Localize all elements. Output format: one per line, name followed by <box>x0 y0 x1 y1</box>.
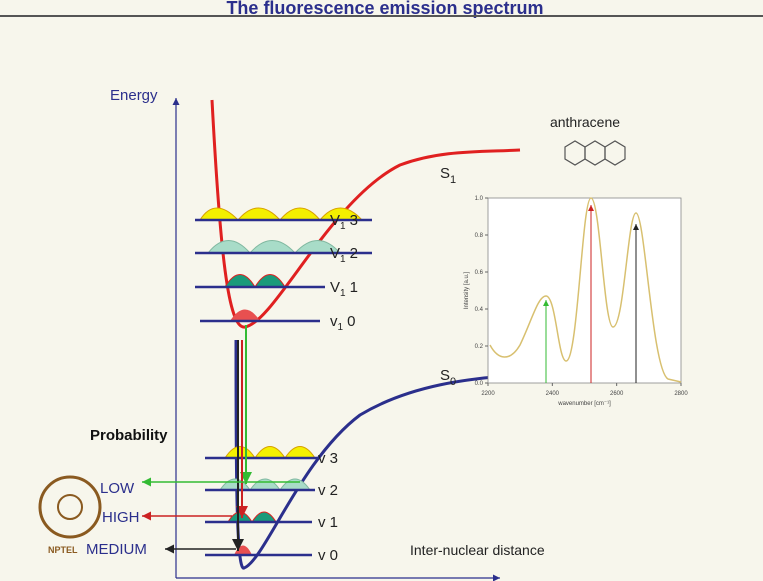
logo <box>38 475 102 539</box>
spectrum-curve <box>489 197 682 383</box>
probability-heading: Probability <box>90 427 168 444</box>
excited-level-label: v1 0 <box>330 313 355 333</box>
x-tick-label: 2600 <box>610 391 624 397</box>
ground-state-label: S0 <box>440 367 456 388</box>
ground-level-label: v 0 <box>318 547 338 564</box>
energy-label: Energy <box>110 87 158 104</box>
x-tick-label: 2800 <box>674 391 688 397</box>
x-tick-label: 2200 <box>481 391 495 397</box>
excited-level-label: V1 1 <box>330 279 358 299</box>
y-tick-label: 0.8 <box>475 233 484 239</box>
y-tick-label: 0.4 <box>475 307 484 313</box>
ground-level-label: v 3 <box>318 450 338 467</box>
x-axis-label: wavenumber [cm⁻¹] <box>557 401 611 407</box>
probability-label: HIGH <box>102 509 140 526</box>
molecule-name: anthracene <box>550 114 620 130</box>
ground-level-label: v 1 <box>318 514 338 531</box>
ground-level-label: v 2 <box>318 482 338 499</box>
probability-label: LOW <box>100 480 135 497</box>
y-tick-label: 1.0 <box>475 196 484 202</box>
logo-text: NPTEL <box>48 545 78 555</box>
y-tick-label: 0.2 <box>475 344 484 350</box>
y-axis-label: Intensity [a.u.] <box>464 271 470 309</box>
excited-state-label: S1 <box>440 165 456 186</box>
excited-level-label: V1 3 <box>330 212 358 232</box>
probability-label: MEDIUM <box>86 541 147 558</box>
distance-label: Inter-nuclear distance <box>410 542 545 558</box>
x-tick-label: 2400 <box>546 391 560 397</box>
molecule-structure <box>564 140 626 166</box>
y-tick-label: 0.6 <box>475 270 484 276</box>
excited-level-label: V1 2 <box>330 245 358 265</box>
logo <box>57 494 83 520</box>
y-tick-label: 0.0 <box>475 381 484 387</box>
excited-curve <box>210 99 521 329</box>
slide-title: The fluorescence emission spectrum <box>226 0 543 18</box>
